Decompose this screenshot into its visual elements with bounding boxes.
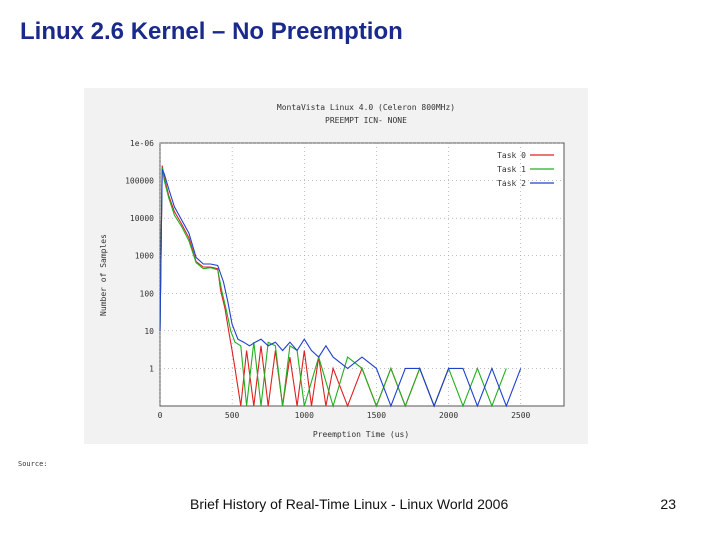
chart-container: MontaVista Linux 4.0 (Celeron 800MHz) PR… xyxy=(84,88,588,444)
y-tick-label: 1 xyxy=(149,364,154,373)
chart-subtitle: PREEMPT ICN- NONE xyxy=(325,116,407,125)
x-tick-label: 1500 xyxy=(367,411,386,420)
y-axis-label: Number of Samples xyxy=(99,234,108,316)
x-tick-label: 0 xyxy=(158,411,163,420)
slide-title: Linux 2.6 Kernel – No Preemption xyxy=(20,18,403,45)
series-line-task-1 xyxy=(159,167,507,408)
y-tick-label: 100 xyxy=(140,289,155,298)
legend-label: Task 0 xyxy=(497,151,526,160)
series-line-task-2 xyxy=(159,169,522,408)
x-tick-label: 2000 xyxy=(439,411,458,420)
plot-area xyxy=(159,142,565,407)
footer-text: Brief History of Real-Time Linux - Linux… xyxy=(190,496,509,512)
y-tick-label: 1000 xyxy=(135,252,154,261)
x-tick-label: 1000 xyxy=(295,411,314,420)
x-tick-label: 500 xyxy=(225,411,240,420)
y-tick-label: 100000 xyxy=(125,177,154,186)
chart-title: MontaVista Linux 4.0 (Celeron 800MHz) xyxy=(277,103,455,112)
x-tick-label: 2500 xyxy=(511,411,530,420)
legend-label: Task 2 xyxy=(497,179,526,188)
y-tick-label: 1e-06 xyxy=(130,139,154,148)
page-number: 23 xyxy=(660,496,676,512)
legend-label: Task 1 xyxy=(497,165,526,174)
x-axis-label: Preemption Time (us) xyxy=(313,430,409,439)
y-tick-label: 10 xyxy=(144,327,154,336)
chart-svg: MontaVista Linux 4.0 (Celeron 800MHz) PR… xyxy=(84,88,588,444)
y-tick-label: 10000 xyxy=(130,214,154,223)
source-label: Source: xyxy=(18,460,48,468)
